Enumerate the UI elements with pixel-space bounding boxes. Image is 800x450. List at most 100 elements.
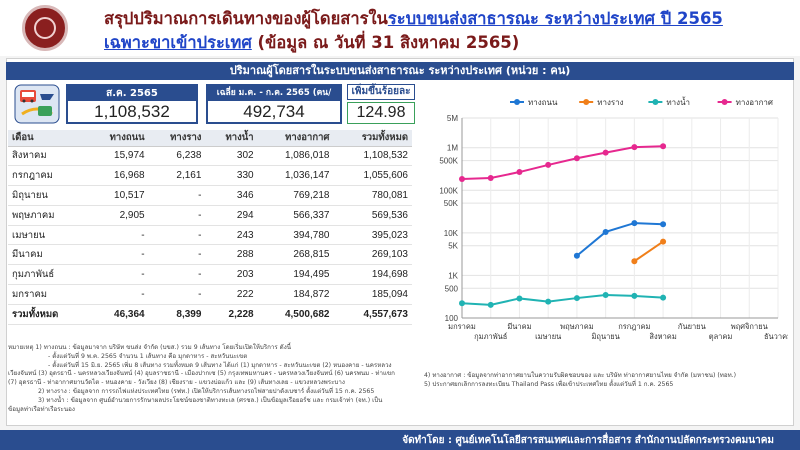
x-tick-label: กุมภาพันธ์: [474, 332, 507, 341]
x-tick-label: มกราคม: [448, 322, 476, 331]
value-cell: -: [148, 244, 206, 266]
table-row: พฤษภาคม 2,905-294 566,337 569,536: [8, 205, 412, 226]
table-header-row: เดือน ทางถนน ทางราง ทางน้ำ ทางอากาศ รวมท…: [8, 130, 412, 147]
value-cell: 302: [205, 146, 258, 167]
x-tick-label: พฤศจิกายน: [731, 322, 768, 331]
legend-marker: [721, 99, 728, 105]
value-cell: 394,780: [257, 225, 334, 246]
notes-left: หมายเหตุ 1) ทางถนน : ข้อมูลมาจาก บริษัท …: [8, 344, 395, 414]
section-banner: ปริมาณผู้โดยสารในระบบขนส่งสาธารณะ ระหว่า…: [6, 62, 794, 80]
value-cell: 269,103: [333, 244, 412, 266]
x-tick-label: มิถุนายน: [591, 332, 619, 341]
value-cell: 330: [205, 165, 258, 187]
x-tick-label: กรกฎาคม: [618, 322, 650, 331]
x-tick-label: พฤษภาคม: [560, 322, 594, 331]
series-line: [461, 145, 664, 180]
series-line: [461, 294, 664, 306]
footer-credit: จัดทำโดย : ศูนย์เทคโนโลยีสารสนเทศและการส…: [402, 435, 774, 446]
data-point: [631, 258, 638, 265]
column-header: ทางราง: [148, 130, 206, 147]
kpi-month-value: 1,108,532: [94, 102, 170, 121]
kpi-average-label: เฉลี่ย ม.ค. - ก.ค. 2565 (คน/เดือน): [208, 86, 340, 113]
value-cell: 8,399: [148, 303, 206, 325]
month-cell: กรกฎาคม: [8, 165, 87, 187]
value-cell: 194,495: [257, 264, 334, 286]
data-point: [631, 144, 638, 151]
value-cell: 16,968: [86, 165, 149, 187]
data-point: [487, 301, 494, 308]
table-body: สิงหาคม 15,974 6,238 302 1,086,018 1,108,532 ก…: [8, 146, 412, 325]
note-line: ข้อมูลท่าเรือท่าเรือระนอง: [8, 405, 75, 413]
value-cell: 395,023: [333, 225, 412, 246]
month-cell: สิงหาคม: [8, 146, 87, 167]
value-cell: -: [86, 284, 149, 305]
value-cell: 566,337: [257, 205, 334, 226]
y-tick-label: 500K: [439, 157, 458, 166]
passenger-table: เดือน ทางถนน ทางราง ทางน้ำ ทางอากาศ รวมท…: [8, 130, 412, 325]
value-cell: 346: [205, 185, 258, 206]
column-header: รวมทั้งหมด: [333, 130, 412, 147]
value-cell: 1,086,018: [257, 146, 334, 167]
month-cell: กุมภาพันธ์: [8, 264, 87, 286]
kpi-growth-value: 124.98: [347, 102, 415, 124]
value-cell: 243: [205, 225, 258, 246]
table-row: มกราคม - -222 184,872 185,094: [8, 284, 412, 305]
x-tick-label: ธันวาคม: [764, 332, 788, 341]
footer: จัดทำโดย : ศูนย์เทคโนโลยีสารสนเทศและการส…: [0, 430, 800, 450]
page-subtitle: เฉพาะขาเข้าประเทศ (ข้อมูล ณ วันที่ 31 สิ…: [104, 30, 519, 56]
data-point: [602, 149, 609, 156]
value-cell: -: [148, 205, 206, 226]
header: สรุปปริมาณการเดินทางของผู้โดยสารในระบบขน…: [0, 0, 800, 56]
subtitle-suffix: (ข้อมูล ณ วันที่ 31 สิงหาคม 2565): [251, 33, 520, 52]
legend-label: ทางราง: [597, 98, 623, 107]
table-row: กุมภาพันธ์ - -203 194,495 194,698: [8, 264, 412, 286]
data-point: [459, 300, 465, 307]
value-cell: 46,364: [86, 303, 149, 325]
month-cell: มิถุนายน: [8, 185, 87, 206]
x-tick-label: เมษายน: [535, 332, 561, 341]
data-point: [545, 298, 552, 305]
table-row: เมษายน - -243 394,780 395,023: [8, 225, 412, 246]
value-cell: 2,161: [148, 165, 206, 187]
data-point: [573, 252, 580, 259]
data-point: [545, 161, 552, 168]
note-line: หมายเหตุ 1) ทางถนน : ข้อมูลมาจาก บริษัท …: [8, 344, 291, 351]
value-cell: 6,238: [148, 146, 206, 167]
y-tick-label: 100K: [439, 186, 458, 195]
note-line: 4) ทางอากาศ : ข้อมูลจากท่าอากาศยานในความ…: [424, 372, 737, 379]
legend-label: ทางถนน: [528, 98, 558, 107]
month-cell: พฤษภาคม: [8, 205, 87, 226]
value-cell: 194,698: [333, 264, 412, 286]
table-row: มิถุนายน 10,517-346 769,218 780,081: [8, 185, 412, 206]
ministry-logo: [22, 5, 68, 51]
title-highlight: ระบบขนส่งสาธารณะ ระหว่างประเทศ ปี 2565: [387, 9, 723, 28]
data-point: [573, 155, 580, 162]
value-cell: -: [86, 264, 149, 286]
column-header: ทางน้ำ: [205, 130, 258, 147]
table-total-row: รวมทั้งหมด 46,364 8,399 2,228 4,500,682 4,557…: [8, 303, 412, 325]
y-tick-label: 500: [445, 284, 459, 293]
month-cell: รวมทั้งหมด: [8, 303, 87, 325]
data-point: [660, 221, 667, 228]
data-point: [660, 143, 667, 150]
legend-label: ทางน้ำ: [666, 96, 690, 107]
month-cell: เมษายน: [8, 225, 87, 246]
value-cell: 184,872: [257, 284, 334, 305]
note-line: เวียงจันทน์ (3) อุดรธานี - นครหลวงเวียงจ…: [8, 370, 395, 378]
transport-icon: [14, 84, 60, 124]
data-point: [516, 295, 523, 302]
kpi-month-label: ส.ค. 2565: [68, 86, 196, 101]
data-point: [631, 292, 638, 299]
value-cell: 15,974: [86, 146, 149, 167]
y-tick-label: 5M: [447, 114, 458, 123]
series-line: [633, 240, 664, 263]
notes-right: 4) ทางอากาศ : ข้อมูลจากท่าอากาศยานในความ…: [424, 372, 736, 390]
table-row: มีนาคม - -288 268,815 269,103: [8, 244, 412, 266]
value-cell: -: [148, 185, 206, 206]
data-point: [660, 294, 667, 301]
note-line: - ตั้งแต่วันที่ 9 พ.ค. 2565 จำนวน 1 เส้น…: [48, 352, 248, 360]
legend-marker: [652, 99, 659, 105]
page-title: สรุปปริมาณการเดินทางของผู้โดยสารในระบบขน…: [104, 6, 723, 32]
note-line: 3) ทางน้ำ : ข้อมูลจาก ศูนย์อำนวยการรักษา…: [38, 396, 383, 404]
